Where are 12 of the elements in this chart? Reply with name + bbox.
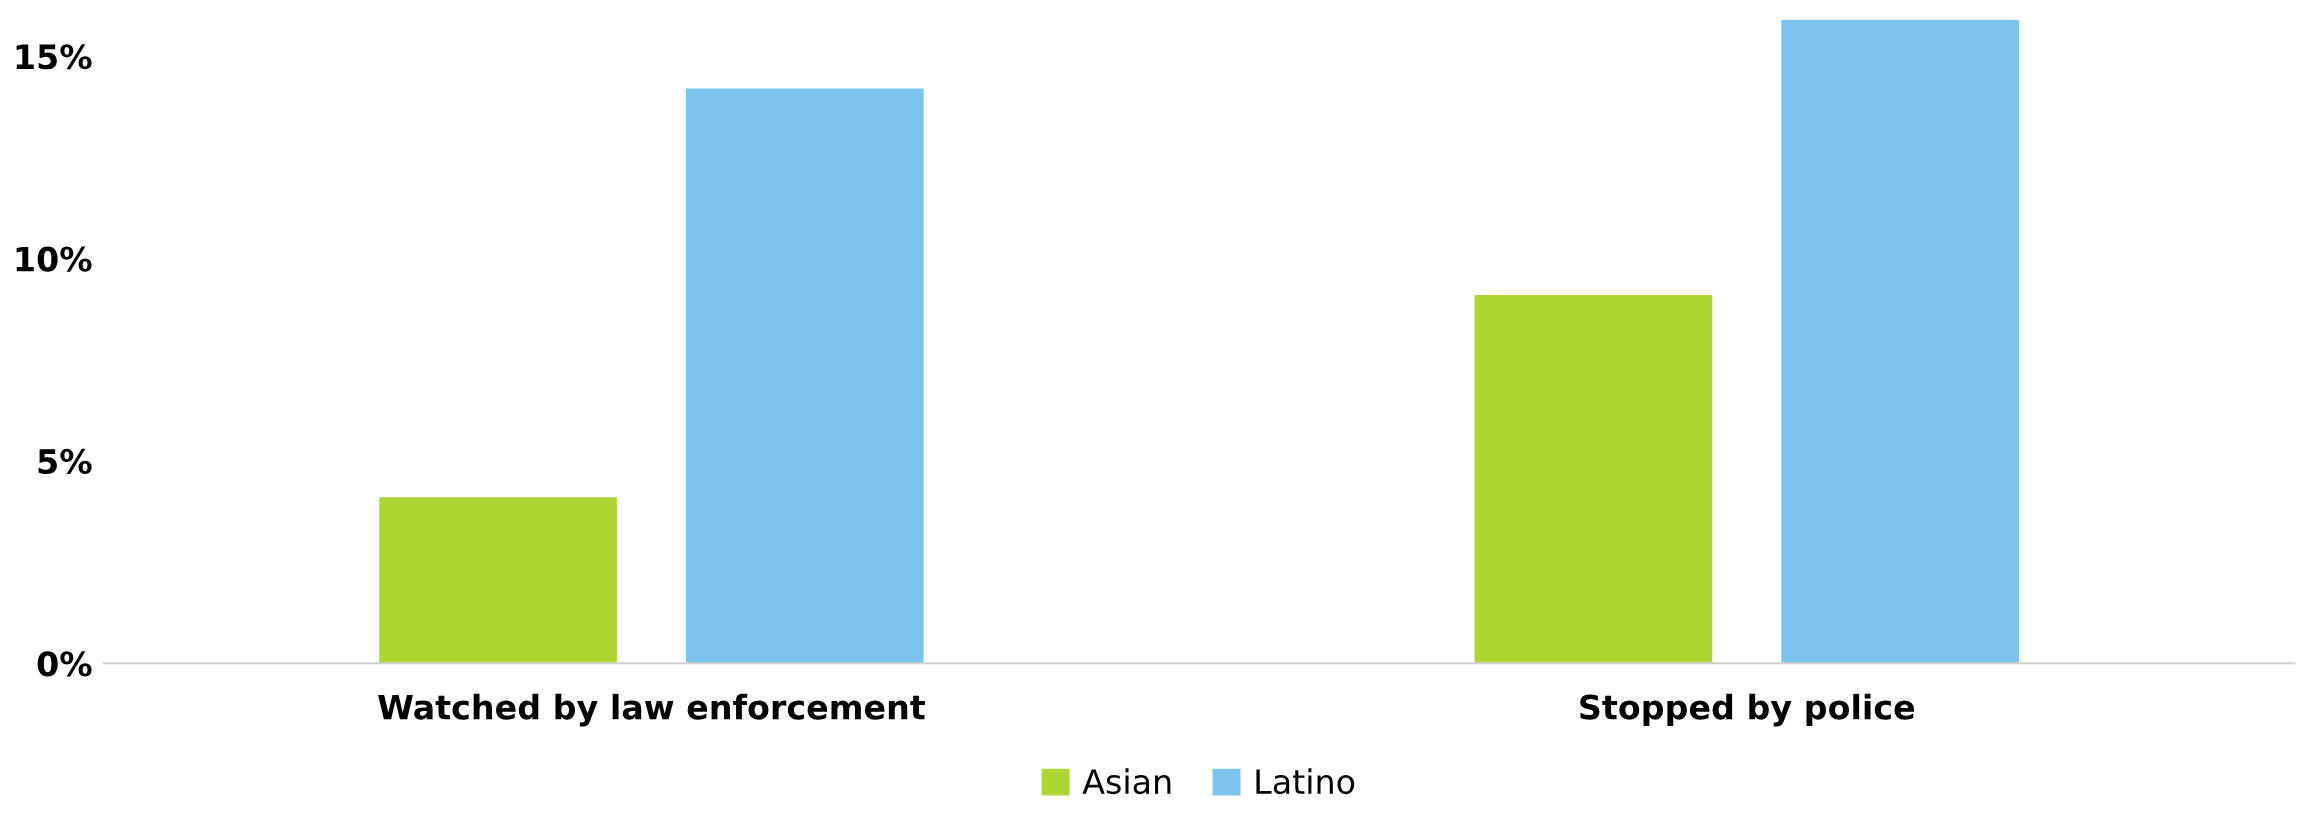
y-tick-label: 15% — [16, 44, 92, 70]
bar — [379, 497, 617, 664]
x-tick-label: Watched by law enforcement — [378, 693, 925, 727]
legend-label: Latino — [1256, 768, 1355, 795]
bar — [1781, 19, 2019, 664]
y-tick-label: 10% — [16, 246, 92, 272]
y-tick-label: 5% — [38, 448, 92, 475]
bar — [685, 88, 924, 664]
x-tick-label: Stopped by police — [1580, 693, 1915, 727]
legend-label: Asian — [1082, 768, 1171, 795]
bar — [1474, 295, 1713, 664]
y-tick-label: 0% — [37, 651, 92, 677]
